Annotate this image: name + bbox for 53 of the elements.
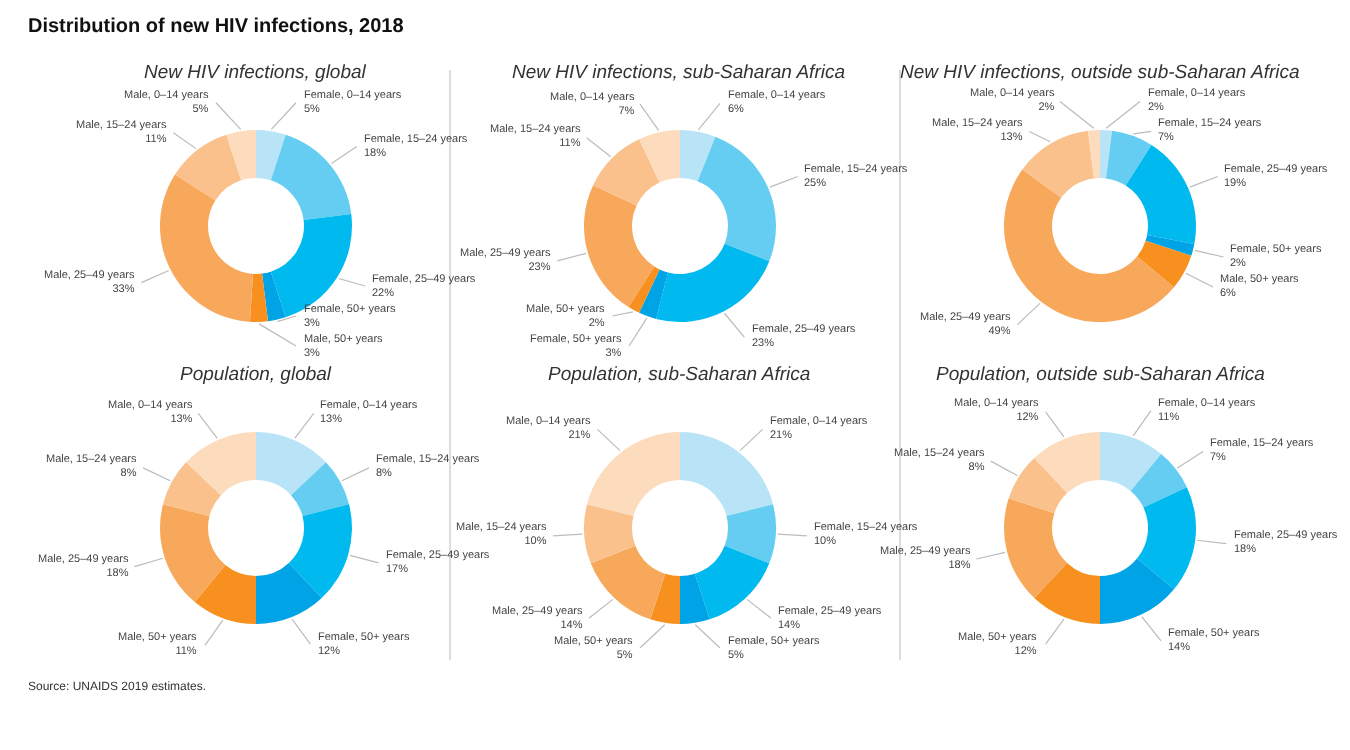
donut-slice [226,130,256,181]
chart-title: Population, outside sub-Saharan Africa [936,364,1265,386]
donut-slice [256,432,326,496]
donut-slice [639,269,669,319]
donut-slice [160,504,226,602]
donut-slice [680,432,773,517]
donut-slice [249,273,269,322]
donut-slice [1100,130,1113,179]
donut-slice [256,130,286,181]
donut-slice [1100,432,1162,492]
donut-slice [1022,130,1094,198]
donut-slice [256,562,322,624]
donut-slice [680,130,716,182]
donut-slice [584,504,636,564]
donut-slice [1100,558,1174,624]
donut-slice [584,185,655,308]
donut-slice [724,504,776,564]
donut-slice [1008,458,1068,514]
donut-slice [593,139,660,206]
donut-slice [694,545,770,620]
donut-slice [1106,130,1152,186]
donut-slice [628,266,660,313]
text: Distribution of new HIV infections, 2018 [28,16,405,38]
donut-slice [163,462,222,517]
donut-slice [587,432,680,517]
donut-slice [1145,234,1195,256]
donut-slice [290,462,349,517]
donut-slice [160,174,253,322]
donut-slice [262,271,286,322]
donut-slice [1136,487,1196,590]
chart-title: Population, sub-Saharan Africa [548,364,811,386]
donut-slice [270,134,352,220]
donut-slice [1136,240,1192,288]
donut-slice [1034,432,1100,494]
chart-title: Population, global [180,364,333,386]
donut-slice [174,134,242,201]
donut-slice [656,243,770,322]
donut-slice [1004,498,1068,598]
donut-slice [186,432,256,496]
donut-slice [639,130,680,183]
donut-slice [1034,562,1100,624]
chart-title: New HIV infections, sub-Saharan Africa [512,62,846,84]
donut-slice [697,136,776,262]
donut-slice [194,564,256,624]
donut-slice [650,573,680,624]
chart-title: New HIV infections, outside sub-Saharan Africa [900,62,1300,84]
donut-slice [1087,130,1100,179]
donut-slice [1125,144,1196,244]
donut-slice [1130,454,1187,508]
donut-slice [680,573,710,624]
chart-title: New HIV infections, global [144,62,368,84]
donut-slice [590,545,666,620]
donut-slice [288,504,352,598]
